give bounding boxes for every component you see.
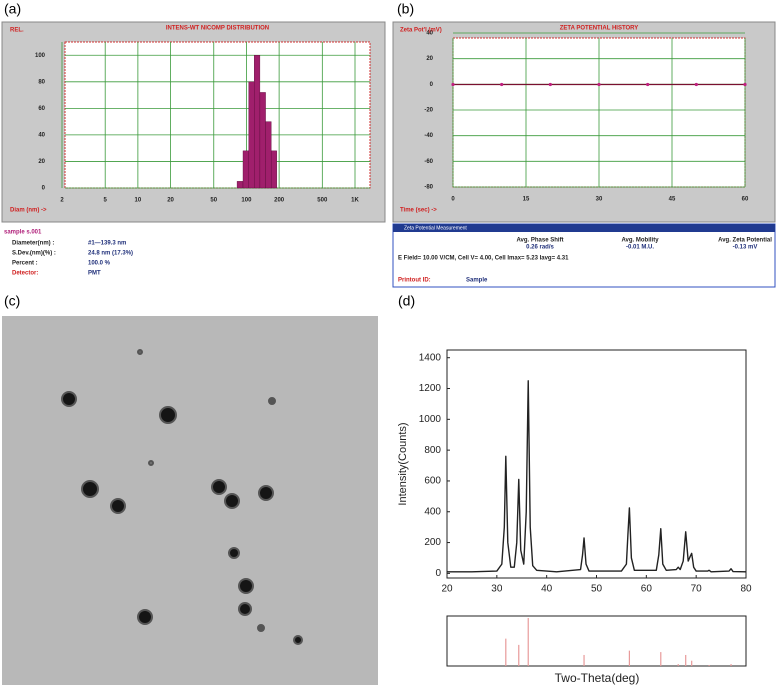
point [646, 82, 650, 87]
y-tick-label: 1000 [419, 414, 442, 425]
x-tick-label: 500 [317, 198, 328, 204]
y-tick-label: 0 [42, 186, 46, 192]
info-label: Avg. Mobility [621, 238, 659, 244]
x-tick-label: 30 [491, 584, 503, 595]
y-tick-label: 40 [426, 31, 433, 37]
y-tick-label: 20 [38, 159, 45, 165]
info-value: 24.8 nm (17.3%) [88, 251, 133, 257]
x-tick-label: 40 [541, 584, 553, 595]
y-axis-label: Zeta Pot'l (mV) [400, 28, 442, 34]
x-tick-label: 100 [241, 198, 252, 204]
bar [270, 150, 277, 189]
point [694, 82, 698, 87]
bar [254, 55, 261, 189]
y-axis-label: REL. [10, 28, 24, 34]
x-tick-label: 60 [742, 197, 749, 203]
y-tick-label: 800 [424, 445, 441, 456]
info-header: Zeta Potential Measurement [404, 225, 467, 231]
y-tick-label: 20 [426, 56, 433, 62]
x-tick-label: 70 [691, 584, 703, 595]
x-tick-label: 10 [135, 198, 142, 204]
x-tick-label: 50 [210, 198, 217, 204]
bar [242, 150, 249, 189]
x-tick-label: 1K [351, 198, 359, 204]
point [451, 82, 455, 87]
info-value: Sample [466, 278, 488, 284]
y-tick-label: 600 [424, 476, 441, 487]
bar [236, 181, 244, 189]
x-tick-label: 20 [441, 584, 453, 595]
chart-title: ZETA POTENTIAL HISTORY [560, 26, 639, 32]
bar [248, 81, 255, 189]
x-tick-label: 45 [669, 197, 676, 203]
x-tick-label: 2 [60, 198, 64, 204]
info-label: Avg. Zeta Potential [718, 238, 772, 244]
point [548, 82, 552, 87]
point [500, 82, 504, 87]
panel-label: (c) [4, 293, 20, 309]
y-axis-label: Intensity(Counts) [397, 422, 409, 505]
x-tick-label: 5 [104, 198, 108, 204]
y-tick-label: 200 [424, 537, 441, 548]
info-label: Percent : [12, 261, 38, 267]
y-tick-label: 100 [35, 53, 46, 59]
x-tick-label: 60 [641, 584, 653, 595]
x-tick-label: 30 [596, 197, 603, 203]
x-tick-label: 80 [740, 584, 752, 595]
info-value: -0.13 mV [733, 245, 758, 251]
info-box [392, 223, 776, 288]
particles [61, 349, 303, 645]
x-axis-label: Diam (nm) -> [10, 208, 47, 214]
panel-label: (b) [397, 1, 414, 17]
y-tick-label: -60 [424, 159, 433, 165]
y-tick-label: 80 [38, 79, 45, 85]
x-axis-label: Two-Theta(deg) [555, 671, 640, 685]
panel-label: (d) [398, 293, 415, 309]
plot-area [64, 41, 371, 189]
x-tick-label: 200 [274, 198, 285, 204]
info-header [393, 224, 775, 232]
bar [265, 121, 272, 189]
y-tick-label: -80 [424, 185, 433, 191]
point [743, 82, 747, 87]
info-label: Detector: [12, 271, 38, 277]
y-tick-label: 1200 [419, 383, 442, 394]
sample-name: sample s.001 [4, 230, 42, 236]
info-field: E Field= 10.00 V/CM, Cell V= 4.00, Cell … [398, 256, 569, 262]
y-tick-label: 0 [435, 568, 441, 579]
chart-title: INTENS-WT NICOMP DISTRIBUTION [166, 26, 269, 32]
info-label: Avg. Phase Shift [516, 238, 563, 244]
x-tick-label: 50 [591, 584, 603, 595]
x-tick-label: 20 [167, 198, 174, 204]
info-label: S.Dev.(nm)(%) : [12, 251, 56, 257]
info-value: 0.26 rad/s [526, 245, 554, 251]
micrograph [2, 316, 378, 685]
bar [259, 92, 266, 189]
plot-frame [446, 349, 747, 579]
info-label: Printout ID: [398, 278, 431, 284]
reference-frame [446, 615, 747, 667]
y-tick-label: 40 [38, 132, 45, 138]
y-tick-label: -20 [424, 108, 433, 114]
info-label: Diameter(nm) : [12, 241, 54, 247]
x-tick-label: 15 [523, 197, 530, 203]
y-tick-label: 400 [424, 506, 441, 517]
info-value: -0.01 M.U. [626, 245, 654, 251]
point [597, 82, 601, 87]
y-tick-label: 0 [430, 82, 434, 88]
series-line [447, 380, 747, 573]
x-axis-label: Time (sec) -> [400, 208, 437, 214]
x-tick-label: 0 [451, 197, 455, 203]
info-value: PMT [88, 271, 101, 277]
panel-label: (a) [4, 1, 21, 17]
y-tick-label: 1400 [419, 352, 442, 363]
y-tick-label: 60 [38, 106, 45, 112]
info-value: #1—139.3 nm [88, 241, 126, 247]
y-tick-label: -40 [424, 133, 433, 139]
info-value: 100.0 % [88, 261, 111, 267]
